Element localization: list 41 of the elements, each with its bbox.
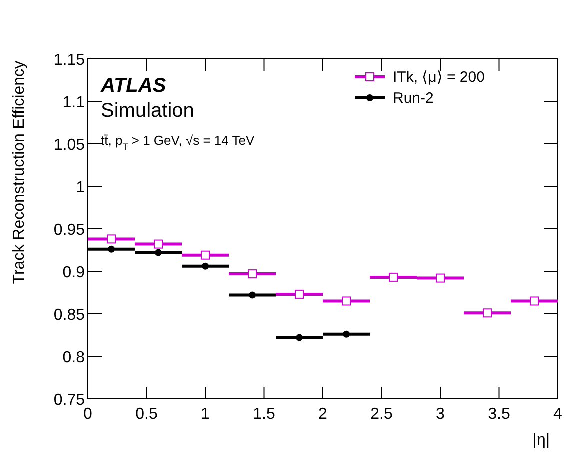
x-tick-label: 1.5 [253,406,276,423]
x-axis-title: |η| [532,432,550,449]
point [202,262,209,270]
point [107,234,116,244]
x-tick-label: 3 [436,406,446,423]
y-axis-title: Track Reconstruction Efficiency [11,61,28,284]
y-tick-label: 0.85 [54,307,86,324]
point [248,270,257,279]
y-tick-label: 1.15 [54,52,86,69]
point [389,272,398,282]
annotation: ATLAS [100,75,167,97]
annotation: tt̄, p$_{T}$ > 1 GeV, √s = 14 TeV [101,133,255,152]
x-tick-label: 2 [318,406,328,423]
x-tick-label: 0.5 [136,406,158,423]
y-tick-label: 0.75 [54,392,86,409]
point [154,240,163,249]
legend-label: ITk, ⟨μ⟩ = 200 [393,69,485,86]
y-tick-label: 0.95 [54,222,86,239]
x-tick-label: 4 [554,406,563,423]
y-tick-label: 1.1 [62,94,86,112]
point [436,274,445,283]
x-tick-label: 3.5 [488,406,510,423]
y-tick-label: 0.9 [62,264,86,282]
point [295,290,304,299]
point [108,246,115,253]
point [343,330,350,338]
legend-label: Run-2 [393,90,434,107]
point [530,296,539,306]
point [201,250,210,260]
y-tick-label: 0.8 [62,350,86,366]
point [155,249,162,256]
point [342,296,351,306]
y-tick-label: 1 [76,180,86,196]
point [249,292,256,299]
point [483,308,492,318]
x-tick-label: 2.5 [370,406,393,423]
x-tick-label: 1 [201,406,210,423]
y-tick-label: 1.05 [54,137,86,154]
point [296,334,303,342]
x-tick-label: 0 [84,406,93,423]
annotation: Simulation [101,100,194,122]
